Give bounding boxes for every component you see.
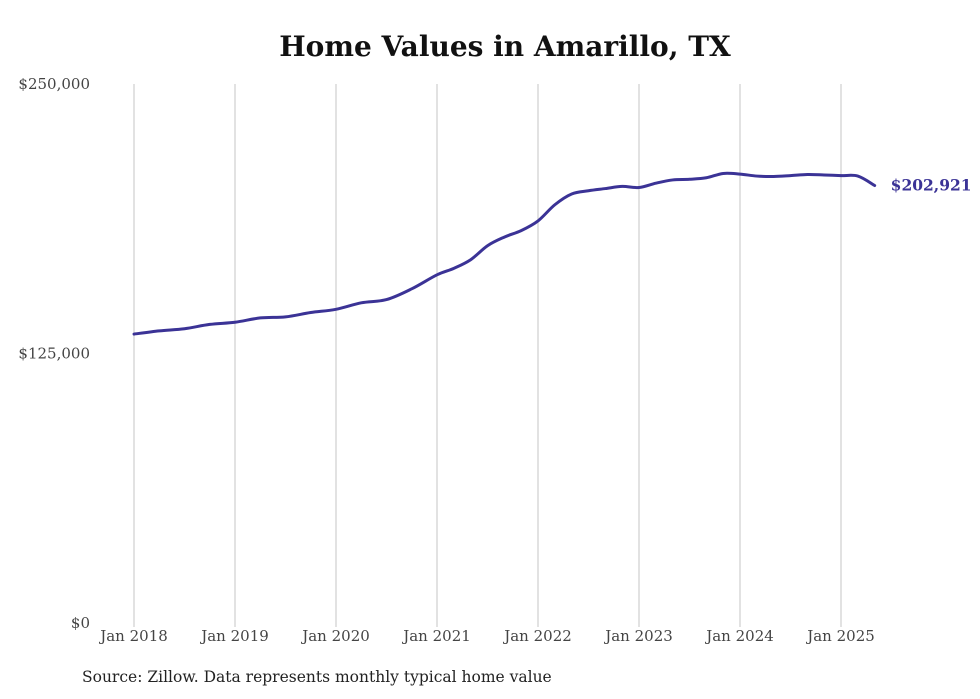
x-tick-label: Jan 2020 [300,627,370,645]
y-tick-label: $125,000 [18,345,90,363]
y-tick-label: $250,000 [18,75,90,93]
source-note: Source: Zillow. Data represents monthly … [82,668,552,686]
chart-title: Home Values in Amarillo, TX [279,30,731,63]
end-value-label: $202,921 [891,176,972,195]
x-tick-label: Jan 2022 [502,627,572,645]
y-tick-label: $0 [71,614,90,632]
x-tick-label: Jan 2021 [401,627,471,645]
x-tick-label: Jan 2018 [98,627,168,645]
x-tick-label: Jan 2025 [805,627,875,645]
x-tick-label: Jan 2023 [603,627,673,645]
series-line [132,171,877,336]
x-tick-label: Jan 2024 [704,627,774,645]
x-tick-label: Jan 2019 [199,627,269,645]
